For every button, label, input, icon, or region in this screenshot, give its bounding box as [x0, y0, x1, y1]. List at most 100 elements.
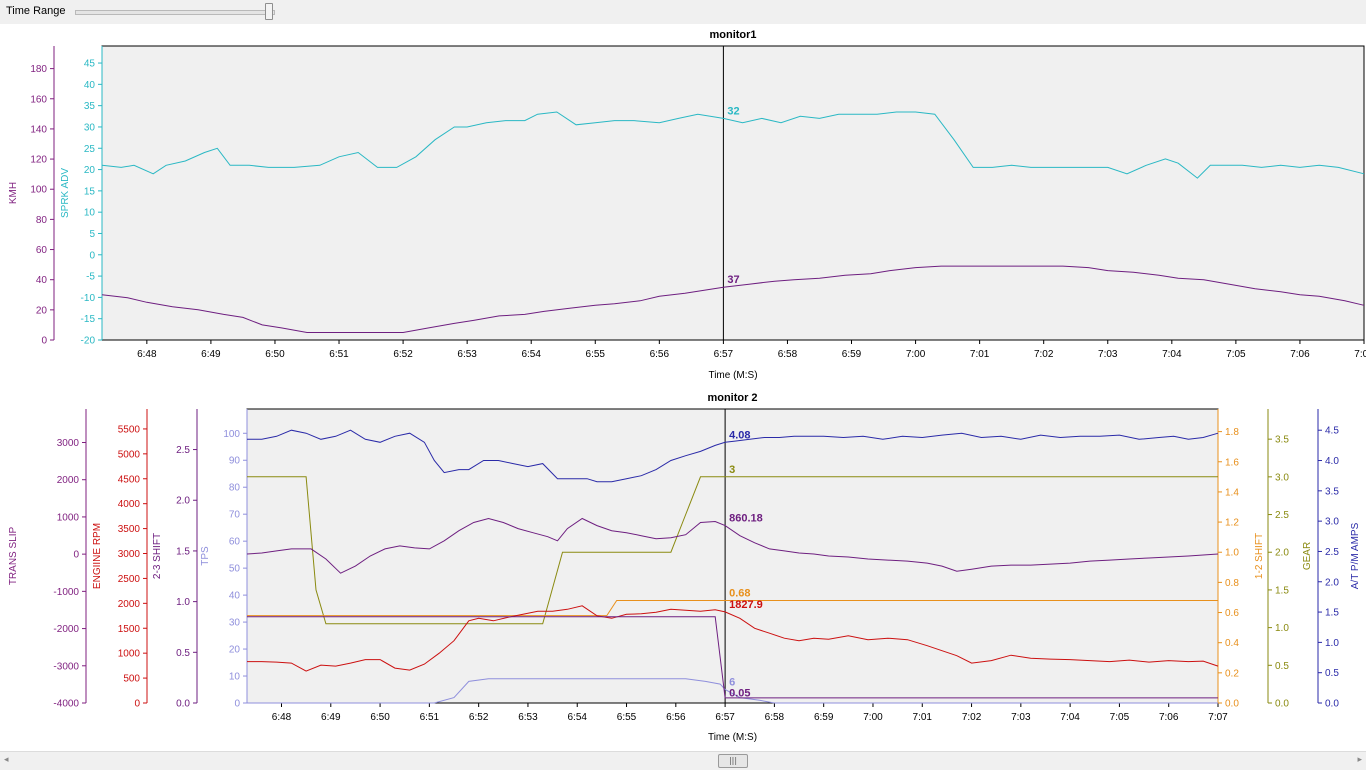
- y-tick-label: 0.0: [1225, 699, 1239, 710]
- charts-area: monitor1 6:48 6:49 6:50 6:51 6:52 6:53 6:54 6:55…: [8, 29, 1366, 743]
- x-tick-label: 7:03: [1098, 349, 1118, 360]
- y-tick-label: 50: [229, 564, 241, 575]
- y-tick-label: 3.5: [1325, 486, 1339, 497]
- x-tick-label: 6:48: [137, 349, 157, 360]
- x-tick-label: 6:55: [586, 349, 606, 360]
- plot-area[interactable]: [101, 45, 1365, 341]
- y-tick-label: 500: [123, 674, 140, 685]
- time-range-slider-track[interactable]: [75, 10, 275, 15]
- y-tick-label: 15: [84, 186, 96, 197]
- y-tick-label: 35: [84, 101, 96, 112]
- y-tick-label: 4500: [118, 474, 141, 485]
- y-axis-a-t-p-m-amps: 0.0 0.5 1.0 1.5 2.0 2.5 3.0 3.5 4.0 4.5 A/T P/M AM…: [1317, 409, 1361, 710]
- x-tick-label: 7:01: [913, 712, 933, 723]
- y-tick-label: 20: [36, 305, 48, 316]
- y-tick-label: 1.6: [1225, 457, 1239, 468]
- series-line-1: [247, 429, 1219, 483]
- time-range-slider-thumb[interactable]: [265, 3, 273, 20]
- y-tick-label: 2.5: [1325, 547, 1339, 558]
- x-tick-label: 7:03: [1011, 712, 1031, 723]
- y-tick-label: 5000: [118, 449, 141, 460]
- x-tick-label: 7:00: [906, 349, 926, 360]
- y-tick-label: 2.0: [1325, 577, 1339, 588]
- y-tick-label: 0.0: [176, 699, 190, 710]
- chart-1: monitor1 6:48 6:49 6:50 6:51 6:52 6:53 6:54 6:55…: [8, 29, 1366, 381]
- x-tick-label: 6:49: [321, 712, 341, 723]
- y-axis-label: KMH: [8, 182, 19, 204]
- y-tick-label: 100: [30, 185, 47, 196]
- y-tick-label: 100: [223, 429, 240, 440]
- y-tick-label: 1.0: [1225, 548, 1239, 559]
- y-tick-label: 4.5: [1325, 426, 1339, 437]
- series-line-7: [247, 616, 1218, 699]
- x-tick-label: 7:07: [1354, 349, 1366, 360]
- y-tick-label: 40: [84, 80, 96, 91]
- y-tick-label: 2.0: [176, 496, 190, 507]
- scroll-left-arrow-icon[interactable]: ◂: [4, 755, 9, 765]
- x-tick-label: 6:51: [420, 712, 440, 723]
- y-axis-kmh: 0 20 40 60 80 100 120 140 160 180 KMH: [8, 46, 55, 347]
- series-line-4: [247, 600, 1218, 617]
- cursor-value-label: 0.68: [729, 587, 750, 599]
- x-tick-label: 7:00: [863, 712, 883, 723]
- y-tick-label: 4.0: [1325, 456, 1339, 467]
- y-tick-label: 0: [234, 699, 240, 710]
- scrollbar-thumb[interactable]: |||: [718, 754, 748, 768]
- y-tick-label: 1.0: [176, 597, 190, 608]
- x-axis-label: Time (M:S): [708, 732, 757, 743]
- y-tick-label: -5: [86, 272, 95, 283]
- horizontal-scrollbar[interactable]: ◂ ||| ▸: [0, 751, 1366, 770]
- y-tick-label: 45: [84, 59, 96, 70]
- x-tick-label: 6:52: [393, 349, 413, 360]
- y-tick-label: 90: [229, 456, 241, 467]
- y-tick-label: -4000: [53, 699, 79, 710]
- y-tick-label: 20: [229, 645, 241, 656]
- y-tick-label: 80: [36, 215, 48, 226]
- y-tick-label: 0.0: [1275, 699, 1289, 710]
- y-tick-label: 2.0: [1275, 548, 1289, 559]
- y-tick-label: 30: [84, 122, 96, 133]
- y-tick-label: 2500: [118, 574, 141, 585]
- scroll-right-arrow-icon[interactable]: ▸: [1357, 755, 1362, 765]
- y-tick-label: 0: [89, 250, 95, 261]
- y-tick-label: -2000: [53, 624, 79, 635]
- x-tick-label: 6:59: [814, 712, 834, 723]
- x-tick-label: 6:49: [201, 349, 221, 360]
- y-tick-label: 2.5: [176, 445, 190, 456]
- x-tick-label: 6:58: [778, 349, 798, 360]
- y-axis-sprk-adv: -20 -15 -10 -5 0 5 10 15 20 25 30 35 40 45 SPRK ADV: [60, 46, 103, 347]
- y-tick-label: 0: [134, 699, 140, 710]
- x-tick-label: 7:02: [1034, 349, 1054, 360]
- y-tick-label: 0.5: [176, 648, 190, 659]
- y-tick-label: 120: [30, 155, 47, 166]
- x-tick-label: 7:06: [1159, 712, 1179, 723]
- cursor-value-label: 32: [727, 105, 739, 117]
- y-axis-trans-slip: -4000 -3000 -2000 -1000 0 1000 2000 3000 TRANS S…: [8, 409, 87, 710]
- y-axis-label: GEAR: [1302, 542, 1313, 570]
- x-tick-label: 6:59: [842, 349, 862, 360]
- x-tick-label: 6:51: [329, 349, 349, 360]
- y-tick-label: 1.4: [1225, 487, 1239, 498]
- y-tick-label: 5500: [118, 424, 141, 435]
- x-tick-label: 6:56: [650, 349, 670, 360]
- y-axis-gear: 0.0 0.5 1.0 1.5 2.0 2.5 3.0 3.5 GEAR: [1267, 409, 1313, 710]
- x-tick-label: 6:54: [521, 349, 541, 360]
- y-tick-label: -15: [81, 314, 96, 325]
- x-tick-label: 7:05: [1110, 712, 1130, 723]
- chart-2: monitor 2 6:48 6:49 6:50 6:51 6:52 6:53 6:54 6:5…: [8, 392, 1361, 743]
- x-tick-label: 6:56: [666, 712, 686, 723]
- y-tick-label: 1.0: [1275, 623, 1289, 634]
- plot-area[interactable]: [246, 408, 1219, 704]
- y-axis-label: SPRK ADV: [60, 168, 71, 218]
- y-tick-label: 10: [84, 208, 96, 219]
- y-axis-tps: 0 10 20 30 40 50 60 70 80 90 100 TPS: [200, 409, 248, 710]
- y-tick-label: 0: [41, 336, 47, 347]
- x-tick-label: 6:54: [568, 712, 588, 723]
- x-axis-label: Time (M:S): [708, 370, 757, 381]
- y-tick-label: 1.0: [1325, 638, 1339, 649]
- series-line-2: [247, 476, 1218, 625]
- y-tick-label: 1000: [118, 649, 141, 660]
- x-tick-label: 7:05: [1226, 349, 1246, 360]
- time-range-label: Time Range: [6, 5, 66, 17]
- y-tick-label: 60: [229, 537, 241, 548]
